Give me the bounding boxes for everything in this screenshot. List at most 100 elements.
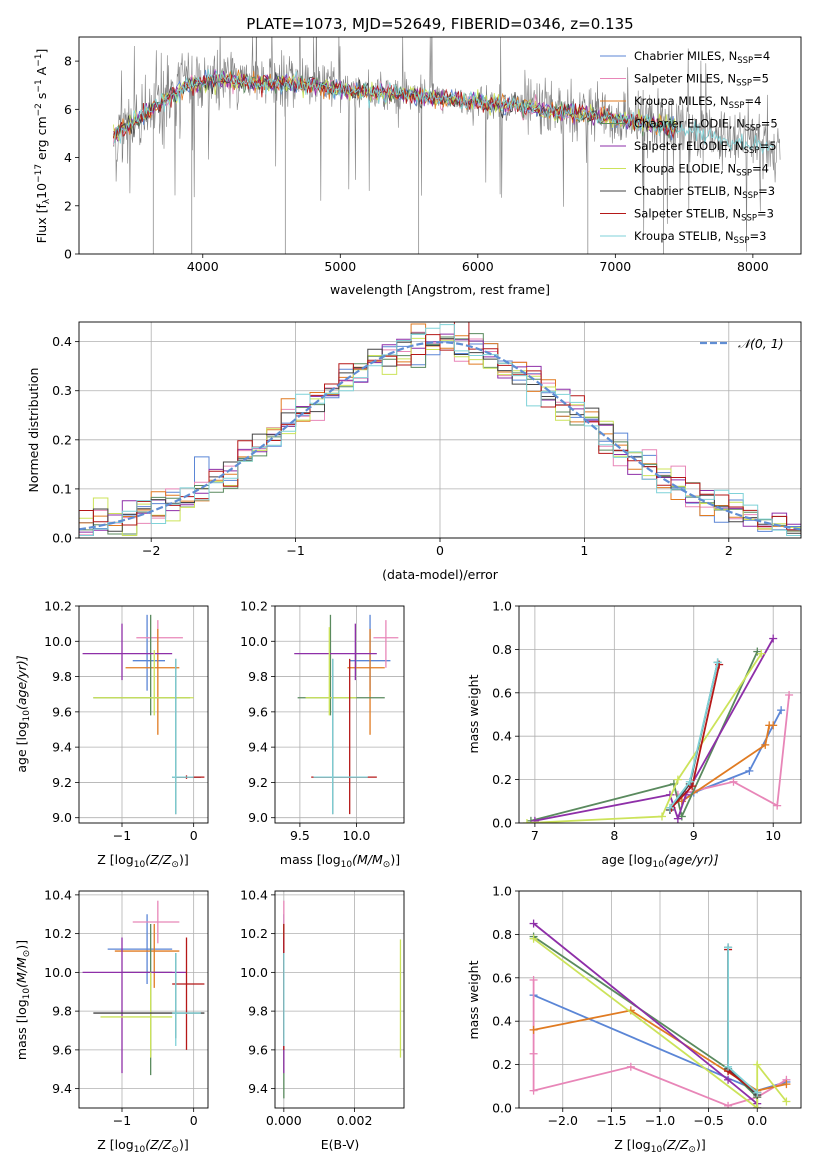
legend-n: N: [729, 49, 738, 63]
y-tick-label: 0.6: [492, 970, 512, 985]
label-part: 10: [341, 860, 353, 870]
label-part: (M/M: [352, 852, 383, 867]
legend-name: Salpeter ELODIE,: [634, 139, 735, 153]
legend-sub: SSP: [741, 214, 757, 224]
label-part: age [log: [601, 852, 652, 867]
plot-area: [529, 919, 791, 1108]
x-tick-label: 10.0: [343, 828, 371, 843]
legend-name: Chabrier MILES,: [634, 49, 729, 63]
x-tick-label: 5000: [324, 259, 356, 274]
label-part: (data-model)/error: [382, 567, 499, 582]
y-tick-label: 9.6: [52, 1042, 72, 1057]
legend-n: N: [720, 94, 729, 108]
legend-entry: Salpeter MILES, NSSP=5: [634, 72, 769, 89]
mass-vs-ebv-panel: 0.000 0.002 9.4 9.6 9.8 10.0 10.2 10.4 E(B-V): [240, 887, 405, 1152]
y-tick-label: 0.1: [52, 481, 72, 496]
y-tick-label: 1.0: [492, 599, 512, 614]
label-part: (age/yr)]: [14, 655, 29, 710]
x-tick-label: −1: [113, 828, 131, 843]
axes-frame: [78, 605, 209, 824]
y-tick-label: 0.2: [492, 772, 512, 787]
x-tick-label: 0.0: [747, 1113, 767, 1128]
x-tick-label: 9.5: [290, 828, 310, 843]
label-part: (Z/Z: [145, 852, 172, 867]
legend-n: N: [732, 207, 741, 221]
y-tick-label: 10.0: [44, 634, 72, 649]
spectrum-panel: 4000 5000 6000 7000 8000 0 2 4 6 8 Chabrier MILES,…: [34, 36, 802, 297]
legend-value: =4: [753, 49, 770, 63]
axes-frame: [274, 890, 405, 1109]
y-tick-label: 10.2: [44, 599, 72, 614]
x-axis-label: Z [log10(Z/Z⊙)]: [97, 852, 188, 870]
x-tick-label: 4000: [187, 259, 219, 274]
y-tick-label: 10.0: [240, 634, 268, 649]
x-tick-label: 1: [580, 543, 588, 558]
y-tick-label: 2: [64, 198, 72, 213]
legend-sub: SSP: [734, 236, 750, 246]
y-tick-label: 0.2: [492, 1057, 512, 1072]
legend-value: =4: [752, 162, 769, 176]
y-tick-label: 0.4: [492, 729, 512, 744]
legend-n: N: [736, 117, 745, 131]
age-vs-mass-panel: 9.5 10.0 9.0 9.2 9.4 9.6 9.8 10.0 10.2 mass [log1…: [240, 599, 405, 870]
x-tick-label: −1: [113, 1113, 131, 1128]
figure-title: PLATE=1073, MJD=52649, FIBERID=0346, z=0…: [246, 15, 633, 33]
weight-line: [533, 937, 788, 1108]
label-part: mass weight: [466, 674, 481, 753]
y-tick-label: 9.8: [52, 1004, 72, 1019]
y-tick-label: 8: [64, 54, 72, 69]
weight-vs-metallicity-panel: −2.0 −1.5 −1.0 −0.5 0.0 0.0 0.2 0.4 0.6 0.8 1.0 Z […: [466, 884, 802, 1155]
residual-histogram-panel: −2 −1 0 1 2 0.0 0.1 0.2 0.3 0.4 𝒩(0, 1) (data-model…: [26, 321, 802, 582]
y-tick-label: 0.2: [52, 432, 72, 447]
label-part: )]: [179, 1137, 189, 1152]
label-part: ⊙: [22, 950, 32, 958]
label-part: )]: [390, 852, 400, 867]
label-part: 10: [134, 860, 146, 870]
normal-curve: [79, 341, 801, 531]
y-tick-label: 10.0: [240, 965, 268, 980]
axes-frame: [274, 605, 405, 824]
label-part: Z [log: [97, 1137, 133, 1152]
y-tick-label: 9.2: [248, 775, 268, 790]
y-tick-label: 6: [64, 102, 72, 117]
label-part: E(B-V): [321, 1137, 360, 1152]
y-tick-label: 9.0: [52, 810, 72, 825]
label-part: 10: [22, 988, 32, 1000]
legend-n: N: [735, 139, 744, 153]
y-tick-label: 0.4: [52, 334, 72, 349]
x-tick-label: −0.5: [693, 1113, 723, 1128]
legend-entry: Kroupa ELODIE, NSSP=4: [634, 162, 769, 179]
y-tick-label: 10.2: [240, 599, 268, 614]
legend-sub: SSP: [736, 79, 752, 89]
legend-name: Chabrier ELODIE,: [634, 117, 736, 131]
label-part: ⊙: [688, 1145, 696, 1155]
y-tick-label: 0.8: [492, 927, 512, 942]
x-axis-label: age [log10(age/yr)]: [601, 852, 718, 870]
x-tick-label: −2.0: [548, 1113, 578, 1128]
label-part: age [log: [14, 721, 29, 772]
y-axis-label: mass [log10(M/M⊙)]: [14, 940, 32, 1060]
legend-n: N: [725, 229, 734, 243]
legend-sub: SSP: [745, 124, 761, 134]
x-tick-label: 0: [190, 1113, 198, 1128]
legend-name: Kroupa MILES,: [634, 94, 720, 108]
x-tick-label: −1.5: [596, 1113, 626, 1128]
legend-sub: SSP: [742, 191, 758, 201]
y-tick-label: 0.0: [492, 816, 512, 831]
legend-value: =4: [744, 94, 761, 108]
y-axis-label: mass weight: [466, 960, 481, 1039]
y-tick-label: 10.2: [240, 926, 268, 941]
label-part: )]: [179, 852, 189, 867]
legend-n: N: [727, 162, 736, 176]
label-part: ⊙: [171, 860, 179, 870]
legend-entry: Chabrier STELIB, NSSP=3: [634, 184, 775, 201]
y-tick-label: 10.4: [240, 887, 268, 902]
y-tick-label: 0: [64, 247, 72, 262]
age-vs-metallicity-panel: −1 09.09.29.49.69.810.010.2Z [log10(Z/Z⊙)…: [14, 599, 209, 870]
axes-frame: [78, 321, 802, 539]
legend-entry: Salpeter STELIB, NSSP=3: [634, 207, 774, 224]
plot-area: [294, 614, 399, 815]
y-tick-label: 0.8: [492, 642, 512, 657]
legend-sub: SSP: [744, 146, 760, 156]
